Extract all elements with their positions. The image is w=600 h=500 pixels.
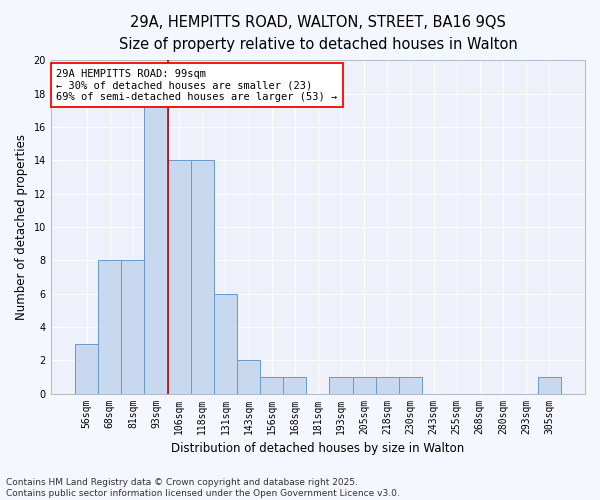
Title: 29A, HEMPITTS ROAD, WALTON, STREET, BA16 9QS
Size of property relative to detach: 29A, HEMPITTS ROAD, WALTON, STREET, BA16… [119,15,517,52]
Bar [214,294,237,394]
Bar [283,377,307,394]
Bar [167,160,191,394]
Text: 29A HEMPITTS ROAD: 99sqm
← 30% of detached houses are smaller (23)
69% of semi-d: 29A HEMPITTS ROAD: 99sqm ← 30% of detach… [56,68,337,102]
Bar [75,344,98,394]
X-axis label: Distribution of detached houses by size in Walton: Distribution of detached houses by size … [171,442,464,455]
Text: Contains HM Land Registry data © Crown copyright and database right 2025.
Contai: Contains HM Land Registry data © Crown c… [6,478,400,498]
Bar [145,77,167,394]
Bar [260,377,283,394]
Bar [376,377,399,394]
Bar [399,377,422,394]
Bar [121,260,145,394]
Bar [353,377,376,394]
Bar [329,377,353,394]
Bar [191,160,214,394]
Bar [237,360,260,394]
Bar [538,377,561,394]
Bar [98,260,121,394]
Y-axis label: Number of detached properties: Number of detached properties [15,134,28,320]
